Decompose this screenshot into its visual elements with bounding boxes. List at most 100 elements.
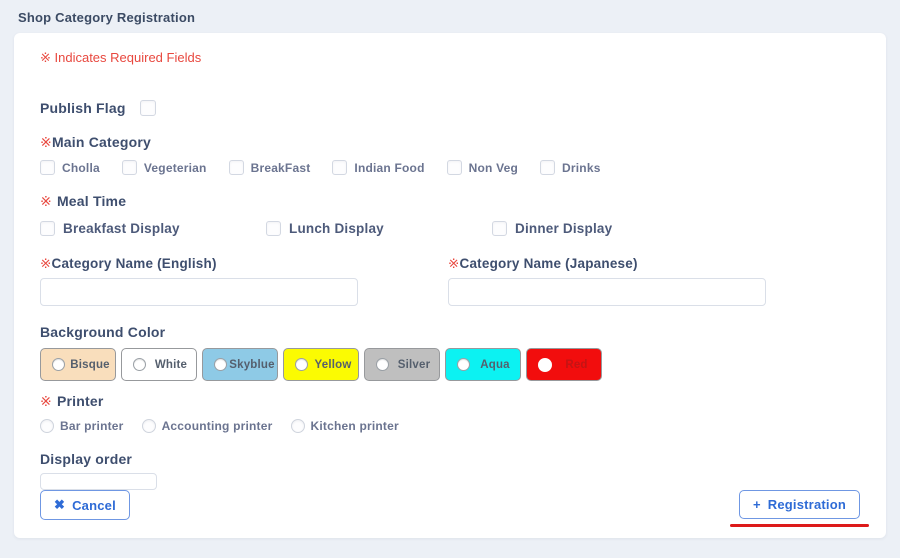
cancel-button-label: Cancel (72, 497, 116, 513)
registration-button[interactable]: + Registration (738, 490, 860, 519)
printer-option[interactable]: Kitchen printer (290, 419, 399, 433)
checkbox-label: Drinks (562, 160, 601, 175)
color-swatch[interactable]: Aqua (445, 348, 521, 381)
radio-label: Bar printer (60, 419, 124, 433)
category-name-japanese-input[interactable] (448, 278, 766, 306)
color-swatch[interactable]: White (121, 348, 197, 381)
radio-icon[interactable] (52, 358, 65, 371)
checkbox-label: Non Veg (468, 160, 519, 175)
radio-icon[interactable] (295, 358, 308, 371)
color-swatch[interactable]: Bisque (40, 348, 116, 381)
swatch-label: Silver (397, 358, 431, 371)
color-swatch[interactable]: Silver (364, 348, 440, 381)
meal-time-label: Meal Time (56, 193, 127, 209)
plus-icon: + (752, 497, 761, 512)
page-header: Shop Category Registration (0, 0, 900, 33)
display-order-input[interactable] (40, 473, 157, 490)
checkbox-icon[interactable] (40, 221, 55, 236)
meal-time-options: Breakfast Display Lunch Display Dinner D… (40, 221, 860, 236)
category-name-english-label: Category Name (English) (51, 256, 217, 271)
radio-icon[interactable] (40, 419, 54, 433)
required-fields-note: ※ Indicates Required Fields (40, 50, 202, 65)
printer-heading: ※ Printer (40, 393, 860, 410)
required-mark: ※ (448, 256, 460, 271)
category-name-japanese-heading: ※Category Name (Japanese) (448, 256, 856, 272)
main-category-option[interactable]: Indian Food (332, 160, 424, 175)
required-mark: ※ (40, 393, 52, 409)
meal-time-option[interactable]: Dinner Display (492, 221, 696, 236)
color-swatch[interactable]: Yellow (283, 348, 359, 381)
checkbox-icon[interactable] (332, 160, 348, 175)
checkbox-icon[interactable] (446, 160, 462, 175)
printer-option[interactable]: Accounting printer (141, 419, 273, 433)
cancel-button[interactable]: ✖ Cancel (40, 490, 130, 520)
required-mark: ※ (40, 193, 52, 209)
red-annotation-underline (729, 524, 869, 527)
category-name-english-input[interactable] (40, 278, 358, 306)
printer-label: Printer (56, 393, 104, 409)
form-footer: ✖ Cancel + Registration (40, 490, 869, 527)
publish-flag-row: Publish Flag (40, 100, 860, 116)
radio-label: Accounting printer (161, 419, 273, 433)
checkbox-label: Cholla (62, 160, 100, 175)
checkbox-label: BreakFast (250, 160, 311, 175)
checkbox-icon[interactable] (40, 160, 55, 175)
printer-options: Bar printer Accounting printer Kitchen p… (40, 419, 860, 433)
close-icon: ✖ (54, 497, 66, 512)
swatch-label: White (154, 358, 188, 371)
color-swatch[interactable]: Skyblue (202, 348, 278, 381)
swatch-label: Skyblue (229, 358, 275, 371)
radio-icon[interactable] (376, 358, 389, 371)
registration-button-wrap: + Registration (729, 490, 869, 527)
registration-button-label: Registration (767, 497, 846, 512)
category-name-section: ※Category Name (English) ※Category Name … (40, 256, 860, 306)
radio-icon[interactable] (133, 358, 146, 371)
checkbox-icon[interactable] (540, 160, 556, 175)
main-category-option[interactable]: Non Veg (446, 160, 519, 175)
background-color-options: Bisque White Skyblue Yellow Silver (40, 348, 860, 381)
radio-icon[interactable] (538, 357, 552, 372)
checkbox-label: Lunch Display (289, 221, 384, 236)
publish-flag-label: Publish Flag (40, 100, 126, 116)
category-name-japanese-col: ※Category Name (Japanese) (448, 256, 856, 306)
category-name-english-col: ※Category Name (English) (40, 256, 448, 306)
meal-time-option[interactable]: Breakfast Display (40, 221, 244, 236)
category-name-english-heading: ※Category Name (English) (40, 256, 448, 272)
category-name-japanese-label: Category Name (Japanese) (459, 256, 638, 271)
checkbox-label: Dinner Display (515, 221, 613, 236)
radio-icon[interactable] (457, 358, 470, 371)
swatch-label: Yellow (314, 358, 352, 371)
checkbox-icon[interactable] (266, 221, 281, 236)
main-category-option[interactable]: Vegeterian (121, 160, 207, 175)
main-category-options: Cholla Vegeterian BreakFast Indian Food … (40, 160, 860, 175)
main-category-option[interactable]: Cholla (40, 160, 100, 175)
background-color-heading: Background Color (40, 324, 166, 340)
checkbox-label: Indian Food (354, 160, 425, 175)
radio-icon[interactable] (141, 419, 156, 433)
color-swatch[interactable]: Red (526, 348, 602, 381)
swatch-label: Aqua (480, 358, 510, 371)
publish-flag-checkbox[interactable] (139, 100, 156, 116)
checkbox-icon[interactable] (492, 221, 507, 236)
meal-time-option[interactable]: Lunch Display (266, 221, 470, 236)
main-category-label: Main Category (51, 134, 151, 150)
radio-icon[interactable] (290, 419, 305, 433)
main-category-option[interactable]: Drinks (540, 160, 601, 175)
printer-option[interactable]: Bar printer (40, 419, 124, 433)
checkbox-label: Vegeterian (143, 160, 207, 175)
checkbox-icon[interactable] (228, 160, 244, 175)
registration-form-card: ※ Indicates Required Fields Publish Flag… (14, 33, 886, 538)
checkbox-icon[interactable] (121, 160, 137, 175)
required-mark: ※ (40, 134, 52, 150)
radio-icon[interactable] (214, 358, 227, 371)
main-category-heading: ※Main Category (40, 134, 860, 151)
swatch-label: Bisque (70, 358, 110, 371)
meal-time-heading: ※ Meal Time (40, 193, 860, 210)
required-mark: ※ (40, 256, 52, 271)
swatch-label: Red (565, 358, 588, 371)
page-title: Shop Category Registration (18, 10, 196, 25)
display-order-heading: Display order (40, 451, 133, 467)
main-category-option[interactable]: BreakFast (228, 160, 311, 175)
radio-label: Kitchen printer (310, 419, 399, 433)
checkbox-label: Breakfast Display (63, 221, 180, 236)
